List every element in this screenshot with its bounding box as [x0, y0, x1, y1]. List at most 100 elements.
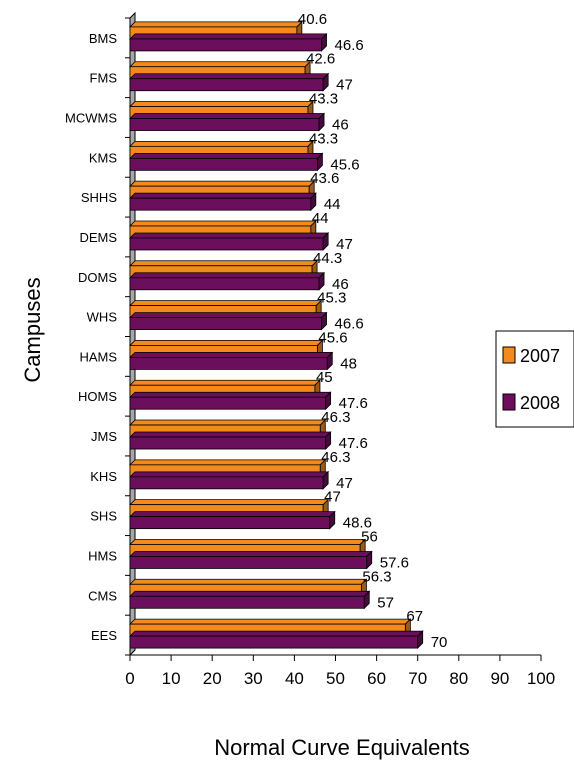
data-label-2008: 46.6 — [335, 316, 364, 333]
category-label: MCWMS — [65, 111, 117, 126]
x-tick-label: 10 — [162, 669, 181, 688]
data-label-2008: 48 — [340, 355, 357, 372]
bar-top-face — [129, 630, 424, 637]
bar-top-face — [129, 551, 373, 557]
bar-side-face — [321, 311, 327, 331]
data-label-2007: 43.6 — [310, 170, 339, 187]
bar-top-face — [129, 499, 330, 506]
bar-2008-DEMS — [129, 232, 330, 251]
category-label: HAMS — [79, 349, 117, 364]
data-labels: 40.646.642.64743.34643.345.643.644444744… — [298, 11, 448, 651]
data-label-2008: 57 — [377, 594, 394, 611]
bar-side-face — [417, 630, 424, 650]
bar-2008-HAMS — [129, 351, 334, 371]
data-label-2008: 48.6 — [343, 515, 372, 532]
data-label-2007: 45 — [316, 369, 333, 386]
bar-2008-BMS — [129, 32, 328, 52]
bar-top-face — [129, 272, 326, 279]
bar-top-face — [129, 431, 332, 438]
bar-side-face — [318, 112, 325, 132]
data-label-2008: 70 — [431, 634, 448, 651]
bar-top-face — [129, 539, 367, 545]
bar-top-face — [129, 312, 328, 318]
x-tick-labels: 0 10 20 30 40 50 60 70 80 90 100 — [125, 655, 555, 688]
category-label: HOMS — [78, 389, 117, 404]
bar-top-face — [129, 101, 314, 107]
data-label-2008: 47.6 — [339, 395, 368, 412]
bar-top-face — [129, 590, 371, 597]
data-label-2007: 44.3 — [313, 250, 342, 267]
x-tick-label: 70 — [408, 669, 427, 688]
bar-top-face — [129, 578, 368, 585]
bar-2008-SHS — [129, 510, 336, 530]
bar-front-face — [129, 197, 312, 211]
data-label-2008: 46.6 — [335, 37, 364, 54]
category-label: CMS — [88, 588, 117, 603]
x-axis-title: Normal Curve Equivalents — [214, 735, 470, 760]
bar-top-face — [129, 180, 316, 187]
category-label: FMS — [90, 71, 118, 86]
bar-front-face — [129, 595, 365, 609]
bar-top-face — [129, 340, 324, 346]
bar-side-face — [329, 510, 336, 530]
category-label: DEMS — [79, 230, 117, 245]
bar-top-face — [129, 379, 321, 386]
bar-2008-CMS — [129, 590, 371, 610]
data-label-2008: 44 — [324, 196, 341, 213]
bar-2008-HMS — [129, 550, 373, 570]
bar-side-face — [325, 431, 332, 450]
x-tick-label: 90 — [490, 669, 509, 688]
category-label: WHS — [87, 310, 118, 325]
data-label-2008: 57.6 — [380, 554, 409, 571]
data-label-2007: 40.6 — [298, 11, 327, 28]
bar-2008-WHS — [129, 311, 328, 331]
bar-front-face — [129, 476, 324, 490]
legend-swatch-2007 — [502, 346, 516, 364]
bar-2008-KMS — [129, 152, 324, 172]
data-label-2008: 45.6 — [330, 156, 359, 173]
data-label-2007: 42.6 — [306, 51, 335, 68]
category-label: JMS — [91, 429, 117, 444]
data-label-2007: 56 — [361, 528, 378, 545]
bar-top-face — [129, 140, 314, 147]
bar-front-face — [129, 396, 327, 410]
bar-front-face — [129, 516, 331, 530]
legend-label-2007: 2007 — [520, 346, 560, 366]
legend: 2007 2008 — [495, 330, 574, 428]
legend-swatch-2008 — [502, 393, 516, 411]
x-tick-label: 80 — [449, 669, 468, 688]
bar-top-face — [129, 300, 323, 306]
bar-2008-MCWMS — [129, 112, 326, 132]
data-label-2007: 45.3 — [317, 290, 346, 307]
data-label-2007: 46.3 — [321, 409, 350, 426]
bar-front-face — [129, 357, 328, 370]
bar-top-face — [129, 33, 328, 40]
bar-top-face — [129, 113, 326, 119]
bar-side-face — [322, 72, 329, 92]
bar-2008-SHHS — [129, 192, 317, 212]
x-tick-label: 50 — [326, 669, 345, 688]
data-label-2007: 43.3 — [309, 91, 338, 108]
bar-top-face — [129, 352, 334, 358]
data-label-2007: 46.3 — [321, 449, 350, 466]
category-label: SHHS — [81, 190, 117, 205]
bar-2008-KHS — [129, 470, 330, 490]
bar-top-face — [129, 73, 330, 80]
category-label: EES — [91, 628, 117, 643]
bar-top-face — [129, 419, 327, 426]
bar-side-face — [317, 152, 323, 172]
bar-front-face — [129, 436, 327, 450]
bars-group — [129, 20, 424, 650]
bar-top-face — [129, 511, 336, 518]
bar-2008-FMS — [129, 72, 330, 92]
bar-side-face — [321, 32, 327, 52]
bar-front-face — [129, 317, 322, 330]
x-tick-label: 0 — [125, 669, 134, 688]
bar-side-face — [325, 391, 332, 411]
bar-top-face — [129, 260, 319, 267]
bar-front-face — [129, 556, 368, 569]
bar-front-face — [129, 157, 318, 171]
bar-top-face — [129, 152, 324, 159]
data-label-2007: 47 — [324, 489, 341, 506]
y-axis-title: Campuses — [20, 277, 45, 382]
